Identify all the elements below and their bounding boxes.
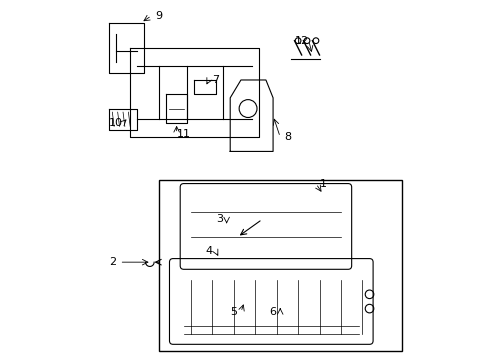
- Text: 4: 4: [205, 247, 212, 256]
- Text: 3: 3: [216, 214, 223, 224]
- Text: 8: 8: [283, 132, 290, 142]
- Text: 10: 10: [109, 118, 122, 128]
- Text: 11: 11: [176, 129, 190, 139]
- Text: 7: 7: [212, 75, 219, 85]
- Text: 12: 12: [294, 36, 308, 46]
- Text: 5: 5: [230, 307, 237, 317]
- Text: 1: 1: [319, 179, 326, 189]
- Text: 2: 2: [108, 257, 116, 267]
- Bar: [159, 180, 401, 351]
- Text: 9: 9: [155, 11, 162, 21]
- Text: 6: 6: [269, 307, 276, 317]
